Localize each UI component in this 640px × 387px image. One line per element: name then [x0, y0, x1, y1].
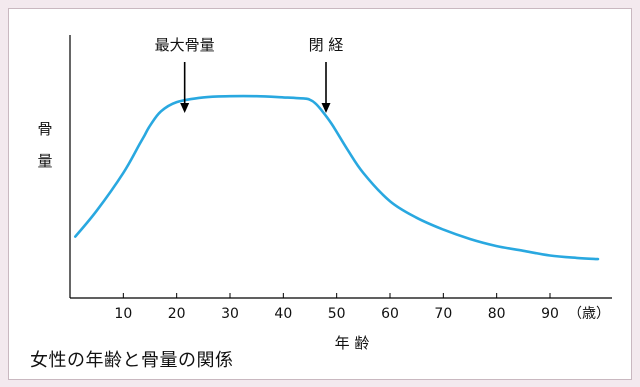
x-tick-label-80: 80 [488, 306, 506, 322]
x-tick-label-70: 70 [434, 306, 452, 322]
x-unit-label: （歳） [568, 306, 610, 322]
x-tick-label-30: 30 [221, 306, 239, 322]
y-axis-label-char: 骨 [37, 120, 52, 138]
x-tick-label-20: 20 [168, 306, 186, 322]
annotation-arrow-head-1 [321, 103, 331, 113]
x-tick-label-40: 40 [274, 306, 292, 322]
annotation-label-1: 閉 経 [309, 36, 344, 54]
x-tick-label-10: 10 [114, 306, 132, 322]
x-tick-label-50: 50 [328, 306, 346, 322]
chart-panel [8, 8, 632, 380]
x-axis-label: 年 齢 [335, 334, 370, 352]
y-axis-label-char: 量 [37, 152, 52, 170]
chart-caption: 女性の年齢と骨量の関係 [30, 350, 234, 371]
annotation-arrow-head-0 [180, 103, 190, 113]
x-tick-label-90: 90 [541, 306, 559, 322]
x-tick-label-60: 60 [381, 306, 399, 322]
bone-mass-curve [74, 94, 600, 261]
annotation-label-0: 最大骨量 [155, 36, 215, 54]
